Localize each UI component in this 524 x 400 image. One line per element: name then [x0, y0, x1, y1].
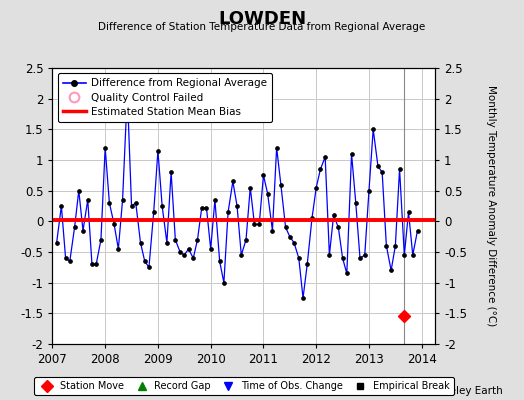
Text: Difference of Station Temperature Data from Regional Average: Difference of Station Temperature Data f… — [99, 22, 425, 32]
Y-axis label: Monthly Temperature Anomaly Difference (°C): Monthly Temperature Anomaly Difference (… — [486, 85, 496, 327]
Legend: Difference from Regional Average, Quality Control Failed, Estimated Station Mean: Difference from Regional Average, Qualit… — [58, 73, 272, 122]
Text: Berkeley Earth: Berkeley Earth — [427, 386, 503, 396]
Text: LOWDEN: LOWDEN — [218, 10, 306, 28]
Legend: Station Move, Record Gap, Time of Obs. Change, Empirical Break: Station Move, Record Gap, Time of Obs. C… — [34, 377, 454, 395]
